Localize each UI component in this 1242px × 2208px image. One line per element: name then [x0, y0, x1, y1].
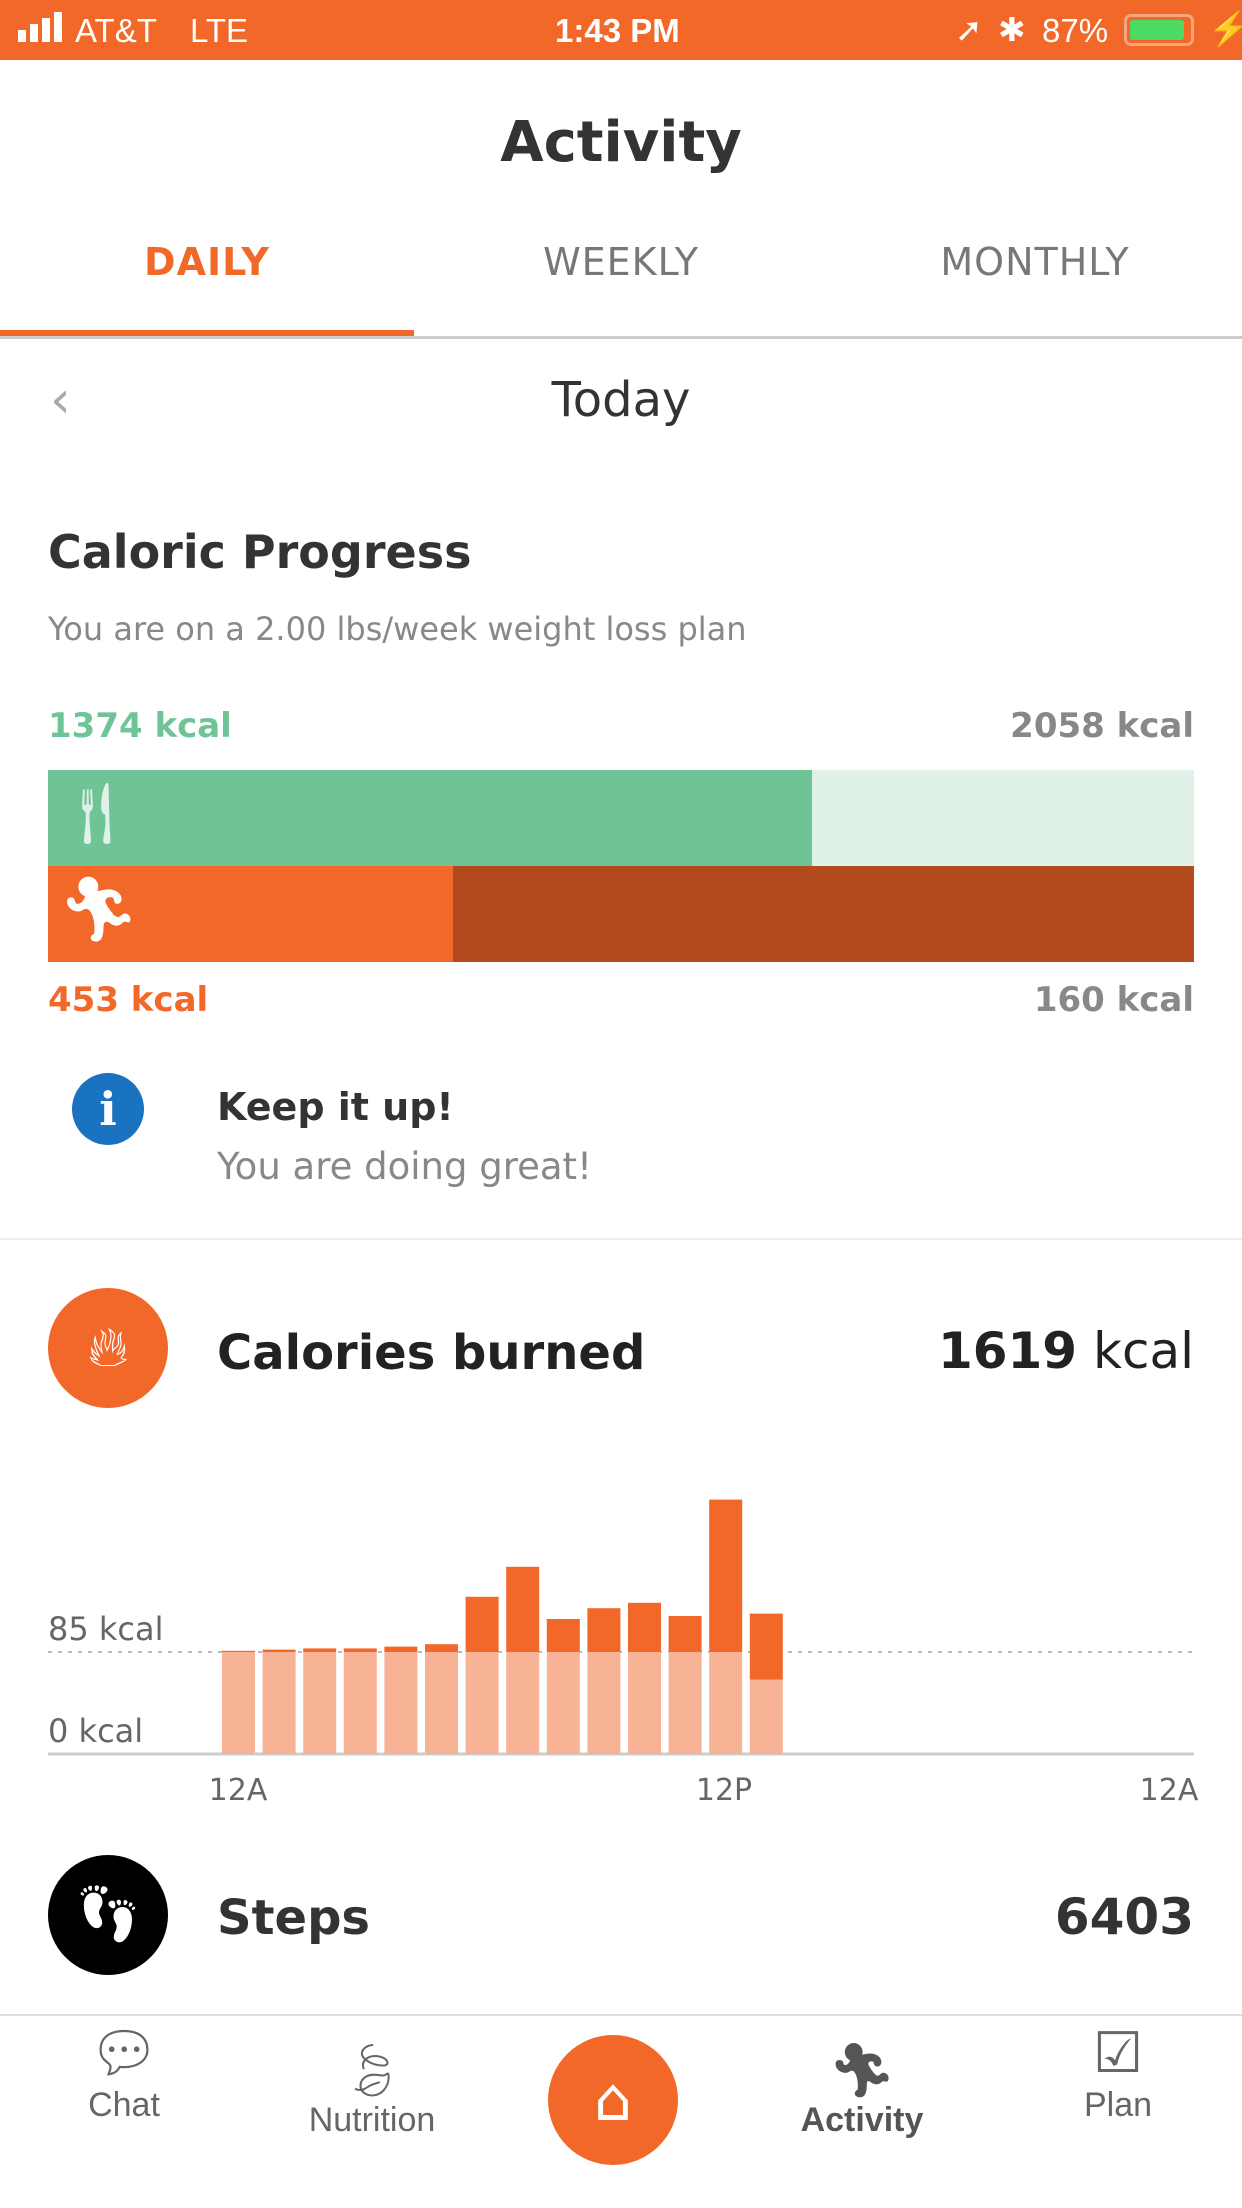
food-progress-fill: [48, 770, 813, 866]
exercise-progress-fill: [48, 866, 453, 962]
flame-icon: 🔥︎: [48, 1288, 168, 1408]
resting-calories-bar: [506, 1652, 540, 1754]
battery-percent: 87%: [1042, 12, 1109, 49]
food-budget: 2058 kcal: [1010, 706, 1194, 746]
info-icon: i: [72, 1073, 144, 1145]
status-bar: AT&T LTE 1:43 PM ➚ ✱ 87% ⚡: [0, 0, 1242, 60]
footprints-icon: 👣︎: [48, 1855, 168, 1975]
running-icon: 🏃︎: [828, 2042, 895, 2100]
active-calories-bar: [303, 1648, 337, 1652]
active-calories-bar: [709, 1499, 743, 1652]
resting-calories-bar: [425, 1652, 458, 1754]
active-calories-bar: [384, 1646, 418, 1652]
running-icon: 🏃︎: [58, 873, 140, 947]
food-progress-bar: 🍴︎: [48, 770, 1194, 866]
resting-calories-bar: [222, 1652, 255, 1754]
chevron-left-icon[interactable]: ‹: [50, 370, 71, 430]
tab-indicator: [0, 330, 414, 336]
resting-calories-bar: [384, 1652, 418, 1754]
tab-monthly[interactable]: MONTHLY: [940, 240, 1130, 284]
nav-plan[interactable]: ☑ Plan: [1018, 2020, 1218, 2125]
active-calories-bar: [343, 1648, 377, 1652]
tab-divider: [0, 336, 1242, 339]
page-title: Activity: [500, 110, 742, 175]
active-calories-bar: [587, 1608, 621, 1652]
active-calories-bar: [749, 1613, 783, 1680]
resting-calories-bar: [546, 1652, 580, 1754]
x-tick-12a: 12A: [209, 1773, 268, 1808]
resting-calories-bar: [749, 1679, 783, 1754]
plan-subtitle: You are on a 2.00 lbs/week weight loss p…: [48, 610, 747, 648]
exercise-burned: 453 kcal: [48, 980, 209, 1020]
date-label: Today: [551, 372, 691, 428]
tab-daily[interactable]: DAILY: [144, 240, 270, 284]
active-calories-bar: [506, 1566, 540, 1652]
x-tick-12a-end: 12A: [1140, 1773, 1199, 1808]
y-tick-0: 0 kcal: [48, 1712, 143, 1750]
active-calories-bar: [628, 1602, 661, 1652]
food-consumed: 1374 kcal: [48, 706, 232, 746]
resting-calories-bar: [709, 1652, 743, 1754]
steps-value: 6403: [1054, 1888, 1194, 1946]
nav-plan-label: Plan: [1083, 2086, 1153, 2124]
checklist-icon: ☑: [1092, 2021, 1144, 2084]
battery-icon: [1124, 14, 1194, 46]
resting-calories-bar: [465, 1652, 499, 1754]
resting-calories-bar: [668, 1652, 702, 1754]
calories-chart: 85 kcal 0 kcal 12A 12P 12A: [48, 1499, 1199, 1808]
location-icon: ➚: [955, 11, 983, 48]
fork-knife-icon: 🍴︎: [58, 779, 135, 849]
nav-chat[interactable]: 💬︎ Chat: [24, 2020, 224, 2125]
calories-burned-title: Calories burned: [217, 1325, 646, 1381]
leaf-icon: 🍃︎: [338, 2042, 405, 2100]
y-tick-85: 85 kcal: [48, 1610, 164, 1648]
section-divider: [0, 1238, 1242, 1240]
exercise-progress-bar: 🏃︎: [48, 866, 1194, 962]
home-plus-icon: ⌂: [593, 2065, 633, 2135]
active-calories-bar: [425, 1644, 458, 1652]
charging-icon: ⚡: [1208, 10, 1242, 47]
chat-icon: 💬︎: [88, 2021, 160, 2084]
exercise-remaining: 160 kcal: [1033, 980, 1194, 1020]
calories-burned-total: 1619 kcal: [938, 1322, 1194, 1380]
nav-chat-label: Chat: [88, 2086, 160, 2124]
bluetooth-icon: ✱: [998, 11, 1026, 48]
active-calories-bar: [262, 1649, 296, 1652]
signal-icon: [18, 12, 68, 50]
calories-burned-unit: kcal: [1093, 1322, 1194, 1380]
nav-activity-label: Activity: [800, 2101, 924, 2139]
tab-weekly[interactable]: WEEKLY: [543, 240, 699, 284]
resting-calories-bar: [628, 1652, 661, 1754]
resting-calories-bar: [262, 1652, 296, 1754]
nav-nutrition-label: Nutrition: [308, 2101, 436, 2139]
resting-calories-bar: [343, 1652, 377, 1754]
nav-nutrition[interactable]: 🍃︎ Nutrition: [272, 2040, 472, 2140]
x-tick-12p: 12P: [696, 1773, 752, 1808]
info-message: You are doing great!: [217, 1145, 592, 1188]
network: LTE: [190, 12, 249, 49]
clock: 1:43 PM: [555, 12, 680, 49]
resting-calories-bar: [587, 1652, 621, 1754]
active-calories-bar: [668, 1616, 702, 1652]
carrier: AT&T: [75, 12, 157, 49]
nav-activity[interactable]: 🏃︎ Activity: [762, 2040, 962, 2140]
add-search-button[interactable]: ⌂: [548, 2035, 678, 2165]
calories-burned-value: 1619: [937, 1322, 1078, 1380]
active-calories-bar: [222, 1650, 255, 1652]
active-calories-bar: [546, 1619, 580, 1652]
active-calories-bar: [465, 1596, 499, 1652]
steps-title: Steps: [217, 1890, 370, 1946]
caloric-progress-title: Caloric Progress: [48, 525, 472, 579]
info-title: Keep it up!: [217, 1085, 454, 1129]
resting-calories-bar: [303, 1652, 337, 1754]
